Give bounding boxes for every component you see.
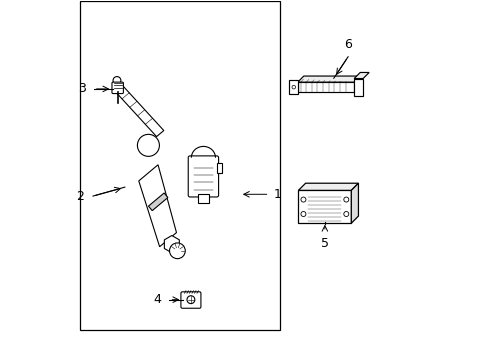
Circle shape bbox=[186, 296, 194, 303]
Polygon shape bbox=[298, 183, 358, 190]
Text: 6: 6 bbox=[344, 38, 351, 51]
Circle shape bbox=[291, 85, 295, 89]
FancyBboxPatch shape bbox=[188, 156, 218, 197]
Polygon shape bbox=[353, 72, 368, 78]
Text: 3: 3 bbox=[78, 82, 85, 95]
FancyBboxPatch shape bbox=[181, 292, 201, 308]
Text: 1: 1 bbox=[273, 188, 281, 201]
Circle shape bbox=[300, 212, 305, 216]
Circle shape bbox=[113, 77, 121, 85]
Circle shape bbox=[300, 197, 305, 202]
Circle shape bbox=[137, 134, 159, 156]
Bar bbox=[216, 163, 222, 173]
Text: 5: 5 bbox=[320, 237, 328, 250]
Circle shape bbox=[343, 197, 348, 202]
Bar bbox=[298, 190, 350, 223]
FancyBboxPatch shape bbox=[112, 82, 123, 94]
Circle shape bbox=[169, 243, 185, 258]
Text: 4: 4 bbox=[153, 293, 161, 306]
Bar bbox=[353, 78, 363, 96]
Polygon shape bbox=[350, 183, 358, 223]
Polygon shape bbox=[113, 84, 163, 136]
Bar bbox=[197, 194, 209, 203]
Bar bbox=[297, 82, 353, 92]
Circle shape bbox=[343, 212, 348, 216]
Text: 2: 2 bbox=[77, 190, 84, 203]
Bar bbox=[288, 80, 298, 94]
Polygon shape bbox=[148, 193, 167, 211]
Polygon shape bbox=[164, 235, 179, 253]
Polygon shape bbox=[139, 165, 176, 247]
Bar bbox=[80, 1, 280, 330]
Polygon shape bbox=[297, 76, 360, 82]
